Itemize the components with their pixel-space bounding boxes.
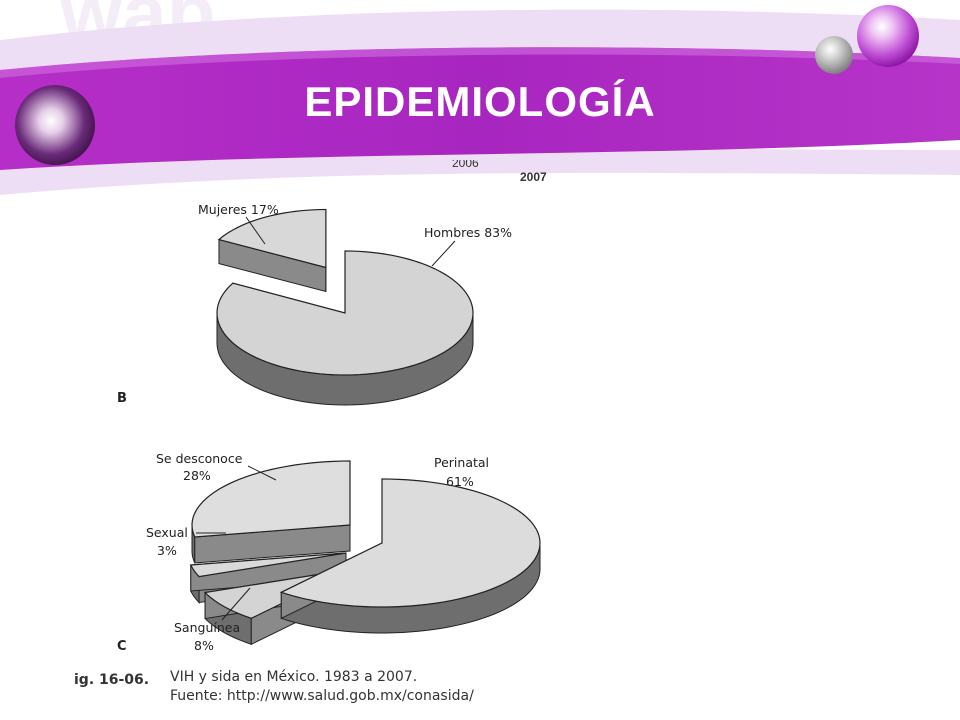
slice-hombres-wall [216,312,474,406]
panel-label-b: B [117,391,127,406]
slice-sanguinea-face-0 [250,568,353,646]
watermark-text: wap [59,0,216,57]
clipped-year-2: 2007 [520,170,547,184]
figure-caption-line1: VIH y sida en México. 1983 a 2007. [170,669,418,685]
slice-desconoce-wall [191,524,196,564]
slice-hombres-face-1 [232,282,346,344]
label-sanguinea-1: Sanguínea [174,620,240,635]
figure-caption-label: ig. 16-06. [74,672,150,688]
label-sanguinea-2: 8% [194,638,214,653]
leader-hombres [431,240,456,267]
label-desconoce-2: 28% [183,468,211,483]
label-perinatal-1: Perinatal [434,455,489,470]
slide-title: EPIDEMIOLOGÍA [304,78,656,125]
orb-grey [815,36,853,74]
slice-mujeres-face-0 [218,238,327,293]
slice-sanguinea-face-1 [204,568,353,620]
slice-sexual-face-0 [198,552,347,604]
label-perinatal-2: 61% [446,474,474,489]
slice-sexual-wall [190,564,200,604]
slice-sanguinea-wall [204,591,252,646]
slice-perinatal-top [279,478,541,608]
slice-sanguinea-top [203,568,353,619]
slice-desconoce-face-0 [194,524,351,564]
label-sexual-2: 3% [157,543,177,558]
slice-desconoce-top [191,460,351,538]
orb-left [15,85,95,165]
orb-purple [857,5,919,67]
label-desconoce-1: Se desconoce [156,451,243,466]
title-banner: wap [0,0,960,195]
slice-perinatal-wall [280,542,541,634]
slice-sexual-face-1 [190,552,347,592]
label-mujeres: Mujeres 17% [198,202,279,217]
leader-desconoce [247,465,277,481]
label-sexual-1: Sexual [146,525,188,540]
panel-label-c: C [117,639,127,654]
slice-sexual-top [189,552,347,578]
clipped-year-1: 2006 [452,160,479,168]
leader-mujeres [245,216,266,245]
slice-hombres-top [216,250,474,376]
slice-perinatal-face-1 [280,542,383,620]
figure-caption-line2: Fuente: http://www.salud.gob.mx/conasida… [170,688,474,704]
leader-sanguinea [221,587,251,621]
slice-mujeres-top [217,208,327,269]
label-hombres: Hombres 83% [424,225,512,240]
